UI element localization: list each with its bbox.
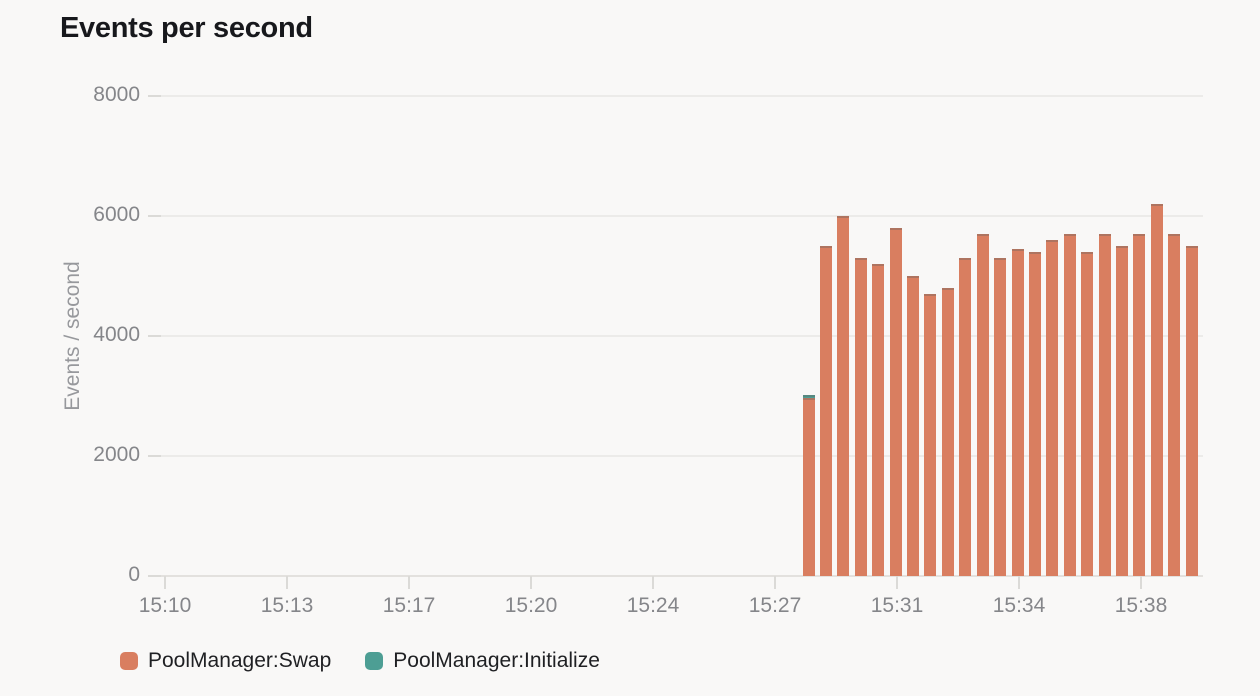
x-tick-mark [652, 576, 654, 589]
x-tick-label: 15:17 [382, 594, 436, 617]
bar-segment-swap[interactable] [1028, 252, 1041, 576]
x-tick-label: 15:27 [748, 594, 802, 617]
bar-segment-swap[interactable] [1098, 234, 1111, 576]
swap-series-swatch-icon [120, 652, 138, 670]
bar-segment-swap[interactable] [1081, 252, 1094, 576]
bar-segment-swap[interactable] [941, 288, 954, 576]
y-tick-mark [148, 335, 161, 337]
x-tick-mark [1140, 576, 1142, 589]
x-tick-mark [408, 576, 410, 589]
bar-segment-swap[interactable] [1185, 246, 1198, 576]
y-tick-label: 6000 [93, 203, 140, 226]
x-tick-label: 15:31 [870, 594, 924, 617]
x-tick-label: 15:20 [504, 594, 558, 617]
bar-segment-swap[interactable] [802, 397, 815, 576]
bar-segment-swap[interactable] [1046, 240, 1059, 576]
x-tick-label: 15:38 [1114, 594, 1168, 617]
bar-segment-swap[interactable] [1133, 234, 1146, 576]
x-tick-mark [530, 576, 532, 589]
x-tick-label: 15:10 [138, 594, 192, 617]
y-tick-label: 8000 [93, 83, 140, 106]
bar-segment-swap[interactable] [959, 258, 972, 576]
y-tick-mark [148, 575, 161, 577]
bar-segment-swap[interactable] [994, 258, 1007, 576]
x-tick-mark [286, 576, 288, 589]
y-tick-mark [148, 95, 161, 97]
gridline [160, 95, 1203, 97]
legend-item-poolmanager-initialize[interactable]: PoolManager:Initialize [365, 649, 600, 673]
x-tick-mark [774, 576, 776, 589]
bar-segment-swap[interactable] [1168, 234, 1181, 576]
bar-segment-swap[interactable] [889, 228, 902, 576]
bar-segment-swap[interactable] [1063, 234, 1076, 576]
bar-segment-swap[interactable] [1116, 246, 1129, 576]
gridline [160, 335, 1203, 337]
bar-segment-swap[interactable] [1150, 204, 1163, 576]
bar-segment-swap[interactable] [819, 246, 832, 576]
bar-segment-swap[interactable] [854, 258, 867, 576]
initialize-series-label: PoolManager:Initialize [393, 649, 600, 672]
bar-segment-swap[interactable] [872, 264, 885, 576]
y-tick-label: 2000 [93, 443, 140, 466]
bar-segment-swap[interactable] [837, 216, 850, 576]
bar-segment-swap[interactable] [976, 234, 989, 576]
x-tick-mark [1018, 576, 1020, 589]
gridline [160, 215, 1203, 217]
bar-segment-swap[interactable] [1011, 249, 1024, 576]
x-tick-mark [896, 576, 898, 589]
swap-series-label: PoolManager:Swap [148, 649, 332, 672]
legend: PoolManager:Swap PoolManager:Initialize [120, 649, 600, 673]
y-tick-label: 4000 [93, 323, 140, 346]
x-tick-mark [164, 576, 166, 589]
bar-segment-initialize[interactable] [802, 394, 815, 398]
y-tick-mark [148, 215, 161, 217]
x-tick-label: 15:13 [260, 594, 314, 617]
gridline [160, 455, 1203, 457]
bar-segment-swap[interactable] [907, 276, 920, 576]
x-tick-label: 15:24 [626, 594, 680, 617]
bar-segment-swap[interactable] [924, 294, 937, 576]
initialize-series-swatch-icon [365, 652, 384, 670]
x-tick-label: 15:34 [992, 594, 1046, 617]
legend-item-poolmanager-swap[interactable]: PoolManager:Swap [120, 649, 331, 673]
y-tick-mark [148, 455, 161, 457]
y-tick-label: 0 [128, 563, 140, 586]
chart-title: Events per second [60, 12, 313, 44]
gridline [160, 575, 1203, 577]
